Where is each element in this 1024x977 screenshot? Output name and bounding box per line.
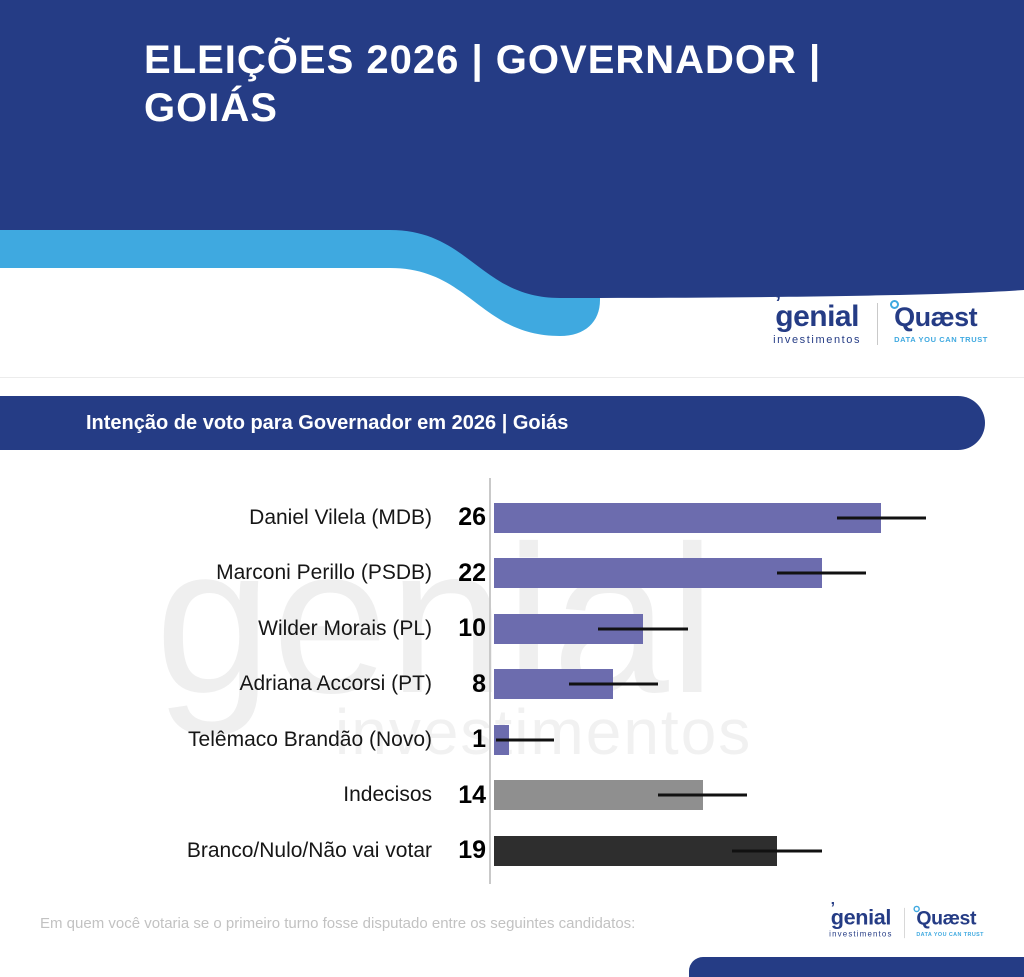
quaest-wordmark: Quæst: [894, 302, 978, 332]
quaest-tagline: DATA YOU CAN TRUST: [894, 335, 988, 344]
genial-wordmark: genial: [830, 905, 892, 930]
category-label: Marconi Perillo (PSDB): [216, 561, 432, 585]
quaest-logo: Quæst DATA YOU CAN TRUST: [890, 300, 988, 344]
page-title: ELEIÇÕES 2026 | GOVERNADOR | GOIÁS: [144, 38, 822, 130]
logo-separator: [877, 303, 879, 345]
footer: Em quem você votaria se o primeiro turno…: [0, 897, 1024, 949]
error-bar: [568, 682, 658, 686]
survey-question: Em quem você votaria se o primeiro turno…: [40, 914, 636, 932]
error-bar: [598, 627, 688, 631]
section-title-bar: Intenção de voto para Governador em 2026…: [0, 396, 985, 450]
hero-banner: ELEIÇÕES 2026 | GOVERNADOR | GOIÁS ʼ gen…: [0, 0, 1024, 370]
bar-area: [494, 768, 1024, 824]
quaest-logo: Quæst DATA YOU CAN TRUST: [913, 905, 984, 938]
genial-logo-mark: ʼ: [775, 290, 782, 315]
quaest-logo-icon: [890, 300, 900, 309]
value-label: 19: [458, 836, 486, 865]
genial-logo-mark: ʼ: [830, 898, 836, 917]
genial-logo: ʼ genial investimentos: [829, 899, 893, 939]
category-label: Daniel Vilela (MDB): [249, 505, 432, 529]
value-label: 10: [458, 614, 486, 643]
category-label: Branco/Nulo/Não vai votar: [186, 838, 432, 862]
bar-chart: Daniel Vilela (MDB) 26 Marconi Perillo (PS…: [0, 482, 1024, 879]
error-bar: [657, 793, 748, 797]
error-bar: [496, 738, 554, 742]
wave-navy: [0, 0, 1024, 298]
chart-row: Indecisos 14: [0, 768, 1024, 824]
category-label: Wilder Morais (PL): [258, 616, 432, 640]
divider-line: [0, 377, 1024, 378]
value-label: 1: [472, 725, 486, 754]
chart-axis-line: [489, 478, 491, 884]
footer-brand-logos: ʼ genial investimentos Quæst DATA YOU CA…: [829, 899, 984, 939]
value-label: 26: [458, 503, 486, 532]
quaest-wordmark: Quæst: [916, 907, 977, 929]
chart-row: Branco/Nulo/Não vai votar 19: [0, 823, 1024, 879]
value-label: 14: [458, 780, 486, 809]
brand-logos: ʼ genial investimentos Quæst DATA YOU CA…: [773, 290, 988, 346]
chart-row: Wilder Morais (PL) 10: [0, 601, 1024, 657]
category-label: Indecisos: [343, 783, 432, 807]
chart-row: Telêmaco Brandão (Novo) 1: [0, 712, 1024, 768]
bar-area: [494, 601, 1024, 657]
chart-row: Daniel Vilela (MDB) 26: [0, 490, 1024, 546]
chart-row: Marconi Perillo (PSDB) 22: [0, 546, 1024, 602]
logo-separator: [904, 907, 905, 939]
bar-area: [494, 823, 1024, 879]
genial-logo: ʼ genial investimentos: [773, 290, 862, 346]
value-label: 8: [472, 669, 486, 698]
chart-row: Adriana Accorsi (PT) 8: [0, 657, 1024, 713]
bar: [494, 558, 822, 589]
section-title: Intenção de voto para Governador em 2026…: [86, 411, 569, 434]
category-label: Telêmaco Brandão (Novo): [188, 727, 432, 751]
bar-area: [494, 546, 1024, 602]
bar-area: [494, 490, 1024, 546]
value-label: 22: [458, 558, 486, 587]
error-bar: [777, 571, 867, 575]
bar-area: [494, 657, 1024, 713]
quaest-logo-icon: [913, 905, 921, 913]
genial-subtext: investimentos: [773, 334, 862, 346]
error-bar: [836, 516, 927, 520]
wave-graphic: [0, 0, 1024, 336]
bar-area: [494, 712, 1024, 768]
quaest-tagline: DATA YOU CAN TRUST: [916, 930, 984, 938]
error-bar: [732, 849, 822, 853]
bar: [494, 502, 882, 533]
category-label: Adriana Accorsi (PT): [239, 672, 432, 696]
chart-rows: Daniel Vilela (MDB) 26 Marconi Perillo (PS…: [0, 490, 1024, 879]
bar: [494, 835, 778, 866]
genial-wordmark: genial: [775, 300, 859, 333]
bottom-navy-strip: [689, 957, 1024, 977]
genial-subtext: investimentos: [829, 930, 893, 939]
